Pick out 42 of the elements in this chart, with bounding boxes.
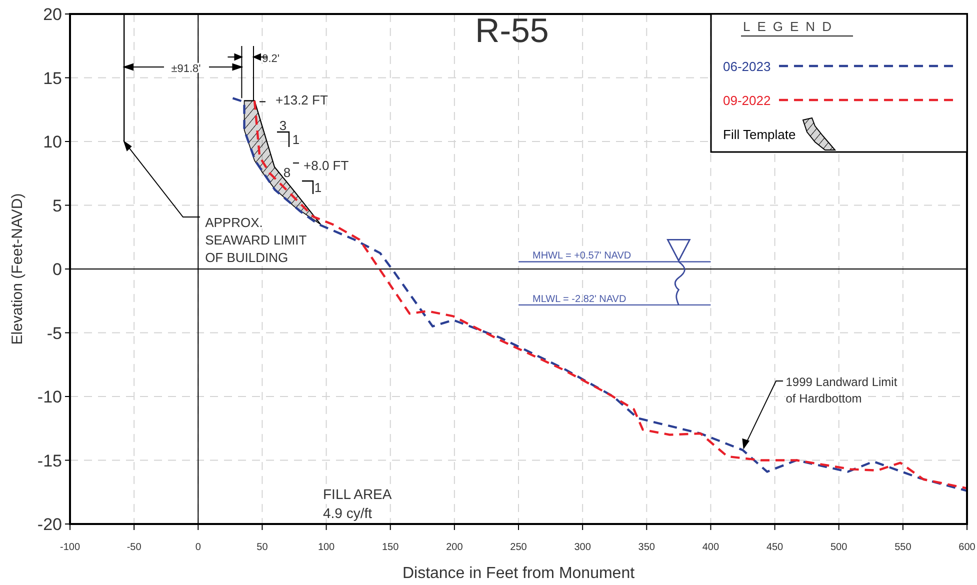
x-tick-label: 350 (638, 542, 656, 553)
annotation: 3 (279, 118, 287, 133)
y-tick-label: 20 (43, 5, 62, 24)
annotation: 1 (314, 180, 322, 195)
y-tick-label: -20 (37, 515, 62, 534)
text: Fill Template (723, 127, 796, 142)
ref-line-label: MLWL = -2.82' NAVD (532, 294, 626, 305)
x-tick-label: -50 (126, 542, 142, 553)
y-tick-label: -5 (46, 324, 62, 343)
x-tick-label: 150 (382, 542, 400, 553)
annotation: 8 (283, 165, 291, 180)
annotation: +8.0 FT (304, 158, 349, 173)
x-tick-label: 250 (510, 542, 528, 553)
y-axis-title: Elevation (Feet-NAVD) (9, 193, 26, 345)
x-tick-label: 50 (256, 542, 268, 553)
y-tick-label: -10 (37, 388, 62, 406)
y-tick-label: 0 (52, 260, 62, 279)
x-tick-label: -100 (60, 542, 80, 553)
x-tick-label: 400 (702, 542, 720, 553)
y-tick-label: -15 (37, 451, 62, 470)
x-tick-label: 450 (766, 542, 784, 553)
x-tick-label: 300 (574, 542, 592, 553)
annotation: 1 (292, 132, 300, 147)
y-tick-label: 15 (43, 68, 62, 88)
text: 09-2022 (723, 93, 771, 108)
chart-title: R-55 (475, 12, 549, 50)
annotation: 1999 Landward Limit of Hardbottom (786, 375, 898, 406)
x-axis-title: Distance in Feet from Monument (402, 565, 636, 582)
text: 06-2023 (723, 59, 771, 74)
x-tick-label: 500 (830, 542, 848, 553)
annotation: APPROX. SEAWARD LIMIT OF BUILDING (205, 215, 307, 266)
annotation: FILL AREA 4.9 cy/ft (323, 486, 392, 521)
x-tick-label: 0 (195, 542, 202, 553)
legend-title: LEGEND (743, 19, 838, 34)
x-tick-label: 100 (318, 542, 336, 553)
x-tick-label: 600 (958, 542, 976, 553)
y-tick-label: 5 (52, 196, 62, 216)
y-tick-label: 10 (43, 132, 62, 152)
annotation: +13.2 FT (276, 92, 328, 108)
ref-line-label: MHWL = +0.57' NAVD (532, 250, 632, 262)
x-tick-label: 550 (894, 542, 912, 553)
x-tick-label: 200 (446, 542, 464, 553)
